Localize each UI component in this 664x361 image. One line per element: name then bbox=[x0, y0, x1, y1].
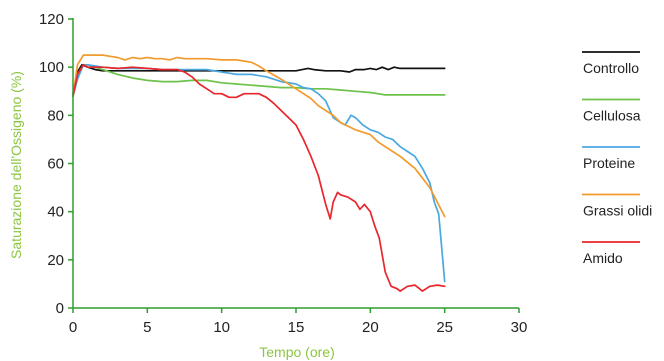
y-tick-label: 120 bbox=[39, 11, 64, 28]
y-axis-title: Saturazione dell'Ossigeno (%) bbox=[8, 71, 24, 259]
legend-label-0: Controllo bbox=[583, 60, 639, 76]
legend-label-1: Cellulosa bbox=[583, 108, 641, 124]
x-tick-label: 15 bbox=[288, 319, 305, 336]
x-tick-label: 0 bbox=[69, 319, 77, 336]
y-tick-label: 80 bbox=[47, 107, 64, 124]
legend-label-4: Amido bbox=[583, 250, 623, 266]
series-line-4 bbox=[72, 63, 446, 292]
y-tick-label: 20 bbox=[47, 252, 64, 269]
series-layer bbox=[72, 54, 446, 292]
series-line-3 bbox=[72, 54, 446, 218]
legend-label-3: Grassi olidi bbox=[583, 203, 652, 219]
axes-layer: 0 5 10 15 20 25 30 0 20 40 60 80 100 120 bbox=[39, 11, 527, 336]
y-tick-label: 60 bbox=[47, 156, 64, 173]
x-tick-label: 20 bbox=[362, 319, 379, 336]
x-axis-title: Tempo (ore) bbox=[259, 344, 334, 360]
x-tick-label: 5 bbox=[143, 319, 151, 336]
x-tick-label: 25 bbox=[436, 319, 453, 336]
y-tick-label: 40 bbox=[47, 204, 64, 221]
legend-label-2: Proteine bbox=[583, 155, 635, 171]
legend: Controllo Cellulosa Proteine Grassi olidi Am… bbox=[582, 51, 652, 266]
series-line-2 bbox=[72, 63, 446, 283]
y-tick-label: 0 bbox=[56, 300, 64, 317]
x-tick-label: 30 bbox=[511, 319, 528, 336]
series-line-0 bbox=[72, 63, 446, 95]
y-tick-label: 100 bbox=[39, 59, 64, 76]
x-tick-label: 10 bbox=[213, 319, 230, 336]
series-line-1 bbox=[72, 63, 446, 97]
